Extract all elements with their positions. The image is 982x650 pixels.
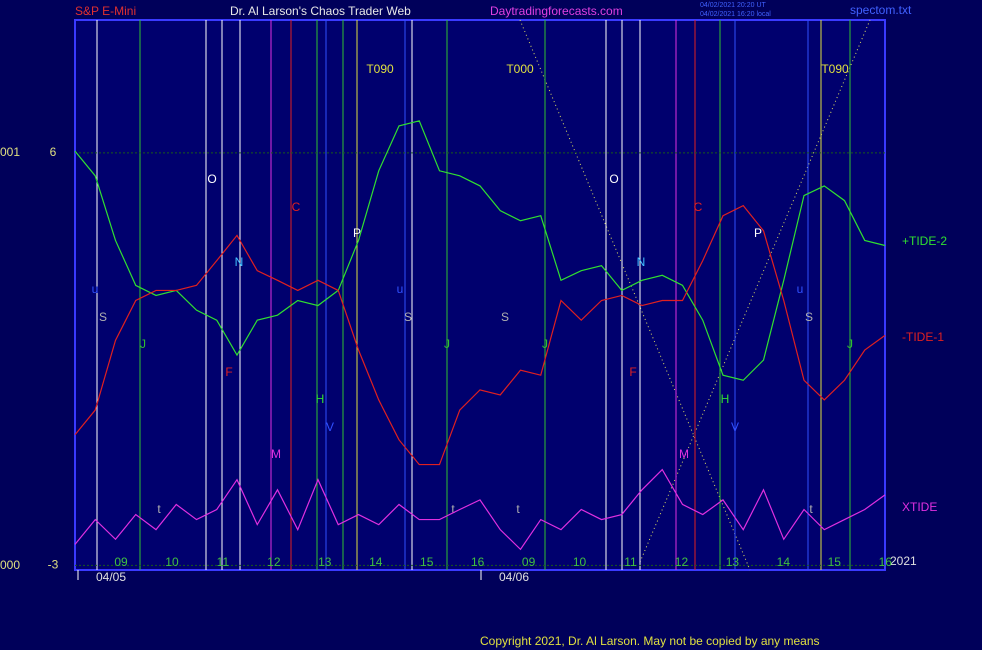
plot-area bbox=[74, 19, 886, 571]
annotation: t bbox=[809, 502, 813, 516]
left-label: 000 bbox=[0, 558, 20, 572]
stamp: 04/02/2021 20:20 UT bbox=[700, 2, 766, 9]
file-name: spectom.txt bbox=[850, 3, 912, 17]
annotation: C bbox=[694, 200, 703, 214]
annotation: t bbox=[451, 502, 455, 516]
annotation: t bbox=[516, 502, 520, 516]
x-tick-label: 12 bbox=[675, 555, 689, 569]
x-tick-label: 16 bbox=[879, 555, 893, 569]
x-tick-label: 14 bbox=[777, 555, 791, 569]
series-line bbox=[74, 468, 886, 551]
x-tick-label: 14 bbox=[369, 555, 383, 569]
annotation: H bbox=[316, 392, 325, 406]
legend-label: XTIDE bbox=[902, 500, 937, 514]
series-line bbox=[74, 120, 886, 381]
date-label: 04/05 bbox=[96, 570, 126, 584]
legend-label: -TIDE-1 bbox=[902, 330, 944, 344]
x-tick-label: 10 bbox=[165, 555, 179, 569]
y-tick-label: -3 bbox=[48, 558, 59, 572]
annotation: M bbox=[271, 447, 281, 461]
annotation: M bbox=[679, 447, 689, 461]
x-tick-label: 11 bbox=[217, 555, 230, 569]
x-tick-label: 11 bbox=[624, 555, 637, 569]
x-tick-label: 16 bbox=[471, 555, 485, 569]
x-tick-label: 10 bbox=[573, 555, 587, 569]
y-tick-label: 6 bbox=[50, 145, 57, 159]
annotation: J bbox=[542, 337, 548, 351]
site-title: Dr. Al Larson's Chaos Trader Web bbox=[230, 4, 411, 18]
legend-label: +TIDE-2 bbox=[902, 234, 947, 248]
copyright: Copyright 2021, Dr. Al Larson. May not b… bbox=[480, 634, 820, 648]
annotation: O bbox=[609, 172, 618, 186]
annotation: u bbox=[92, 282, 99, 296]
year: 2021 bbox=[890, 554, 917, 568]
annotation: P bbox=[353, 226, 361, 240]
annotation: S bbox=[805, 310, 813, 324]
stamp: 04/02/2021 16:20 local bbox=[700, 11, 771, 18]
annotation: F bbox=[629, 365, 636, 379]
annotation: V bbox=[326, 420, 334, 434]
annotation: J bbox=[444, 337, 450, 351]
annotation: T000 bbox=[506, 62, 534, 76]
annotation: S bbox=[99, 310, 107, 324]
annotation: J bbox=[847, 337, 853, 351]
annotation: H bbox=[721, 392, 730, 406]
date-label: 04/06 bbox=[499, 570, 529, 584]
x-tick-label: 13 bbox=[726, 555, 740, 569]
annotation: V bbox=[731, 420, 739, 434]
annotation: C bbox=[292, 200, 301, 214]
annotation: J bbox=[140, 337, 146, 351]
annotation: S bbox=[404, 310, 412, 324]
annotation: u bbox=[397, 282, 404, 296]
left-label: 001 bbox=[0, 145, 20, 159]
annotation: O bbox=[207, 172, 216, 186]
site-url: Daytradingforecasts.com bbox=[490, 4, 623, 18]
annotation: t bbox=[157, 502, 161, 516]
annotation: T090 bbox=[821, 62, 849, 76]
annotation: P bbox=[754, 226, 762, 240]
annotation: S bbox=[501, 310, 509, 324]
annotation: N bbox=[637, 255, 646, 269]
annotation: u bbox=[797, 282, 804, 296]
x-tick-label: 15 bbox=[420, 555, 434, 569]
annotation: F bbox=[225, 365, 232, 379]
x-tick-label: 13 bbox=[318, 555, 332, 569]
annotation: N bbox=[235, 255, 244, 269]
x-tick-label: 12 bbox=[267, 555, 281, 569]
instrument: S&P E-Mini bbox=[75, 4, 136, 18]
x-tick-label: 09 bbox=[114, 555, 128, 569]
x-tick-label: 09 bbox=[522, 555, 536, 569]
series-line bbox=[74, 204, 886, 466]
annotation: T090 bbox=[366, 62, 394, 76]
x-tick-label: 15 bbox=[828, 555, 842, 569]
cycle-line bbox=[519, 19, 751, 571]
